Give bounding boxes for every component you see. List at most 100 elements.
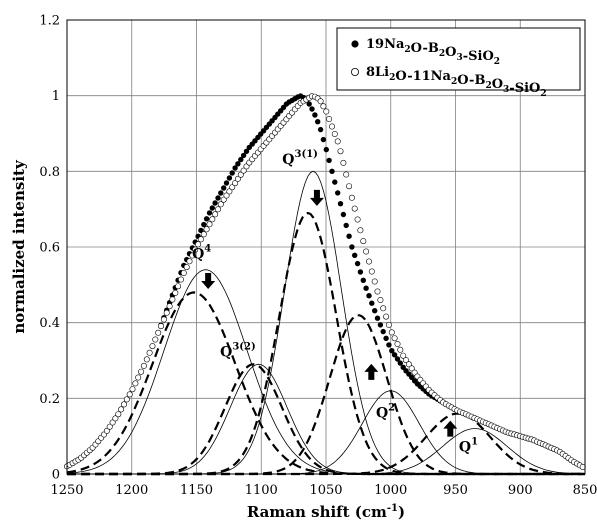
legend-subscript: 2 <box>404 45 410 55</box>
peak-label-superscript: 1 <box>471 436 478 447</box>
data-point-open <box>106 423 113 430</box>
legend-text-run: O <box>445 45 456 60</box>
data-point-open <box>229 184 236 191</box>
legend-text-run: O-B <box>457 73 485 88</box>
data-point-open <box>328 123 335 130</box>
legend-text-run: O <box>492 77 503 92</box>
legend-subscript: 2 <box>389 73 395 83</box>
data-point-open <box>180 269 187 276</box>
data-point-filled <box>397 360 403 366</box>
data-point-filled <box>380 328 386 335</box>
x-tick-label: 900 <box>508 483 533 498</box>
data-point-open <box>103 427 110 434</box>
data-point-open <box>337 148 344 155</box>
x-tick-label: 950 <box>443 483 468 498</box>
plot-frame <box>66 19 586 475</box>
peak-label-letter: Q <box>192 246 204 262</box>
data-point-open <box>334 138 341 145</box>
data-point-open <box>234 175 241 182</box>
arrow-up-icon <box>443 420 458 437</box>
data-point-open <box>166 303 173 310</box>
legend-subscript: 2 <box>439 49 445 59</box>
peak-label-letter: Q <box>459 439 471 455</box>
data-point-open <box>138 368 145 375</box>
data-point-open <box>123 396 130 403</box>
data-point-open <box>160 316 167 323</box>
y-tick-label: 0.8 <box>39 165 60 180</box>
legend-subscript: 3 <box>503 85 509 95</box>
data-point-open <box>374 288 381 295</box>
peak-label-q32: Q3(2) <box>220 342 256 361</box>
data-point-filled <box>309 106 315 112</box>
data-point-open <box>215 206 222 213</box>
peak-label-letter: Q <box>376 405 388 421</box>
data-point-filled <box>383 335 389 341</box>
data-point-filled <box>238 156 244 163</box>
data-point-filled <box>212 200 218 206</box>
data-point-open <box>226 188 233 195</box>
data-point-filled <box>209 205 215 211</box>
data-point-filled <box>206 210 213 216</box>
data-point-open <box>149 343 156 350</box>
arrow-down-icon <box>201 273 216 290</box>
data-point-filled <box>335 190 341 196</box>
x-axis-title-sup: -1 <box>387 503 398 514</box>
data-point-open <box>377 296 384 303</box>
legend-subscript: 2 <box>485 81 491 91</box>
data-point-open <box>178 276 185 283</box>
data-point-open <box>394 340 401 347</box>
peak-label-q2: Q2 <box>376 402 395 421</box>
data-point-open <box>109 419 116 426</box>
data-point-open <box>132 380 139 387</box>
data-point-open <box>115 411 122 418</box>
peak-label-letter: Q <box>220 345 232 361</box>
data-point-filled <box>326 157 332 164</box>
peak-label-superscript: 4 <box>204 243 211 254</box>
data-point-open <box>223 192 230 199</box>
arrow-up-icon <box>364 363 379 380</box>
data-point-open <box>152 336 159 343</box>
data-point-open <box>140 362 147 369</box>
x-tick-label: 1200 <box>115 483 148 498</box>
data-point-open <box>206 221 213 228</box>
data-point-filled <box>366 293 372 299</box>
data-point-filled <box>218 190 224 196</box>
data-point-open <box>197 236 204 243</box>
data-point-open <box>169 296 176 303</box>
data-point-open <box>365 258 372 265</box>
data-point-filled <box>349 244 355 250</box>
y-tick-label: 0 <box>52 468 60 483</box>
legend-subscript: 2 <box>451 77 457 87</box>
peak-label-q1: Q1 <box>459 436 478 455</box>
data-point-open <box>357 227 364 234</box>
legend-label-8li2o: 8Li2O-11Na2O-B2O3-SiO2 <box>366 65 547 99</box>
data-point-open <box>135 374 142 381</box>
data-point-filled <box>340 211 347 218</box>
data-point-filled <box>201 221 207 228</box>
data-point-open <box>183 264 190 271</box>
data-point-filled <box>235 161 241 167</box>
data-point-filled <box>374 315 381 321</box>
data-point-filled <box>352 252 358 258</box>
data-point-open <box>317 98 324 105</box>
x-axis-title-end: ) <box>398 503 405 521</box>
data-point-open <box>163 309 170 316</box>
data-point-open <box>343 171 350 178</box>
data-point-open <box>331 131 338 138</box>
data-point-filled <box>320 136 327 143</box>
legend-text-run: O-B <box>411 41 439 56</box>
data-point-open <box>363 248 370 255</box>
data-point-open <box>172 289 179 296</box>
data-point-filled <box>240 152 247 159</box>
tick-labels: 1250 1200 1150 1100 1050 1000 950 900 850 0 0.2 0.4… <box>39 14 597 499</box>
data-point-filled <box>360 277 366 283</box>
x-tick-label: 1250 <box>50 483 83 498</box>
legend-text-run: 19Na <box>366 37 405 52</box>
data-points <box>64 93 586 470</box>
data-point-open <box>368 268 375 275</box>
data-point-open <box>397 346 404 353</box>
y-tick-label: 0.2 <box>39 392 60 407</box>
data-point-open <box>232 180 239 187</box>
legend-marker-filled <box>351 40 359 48</box>
